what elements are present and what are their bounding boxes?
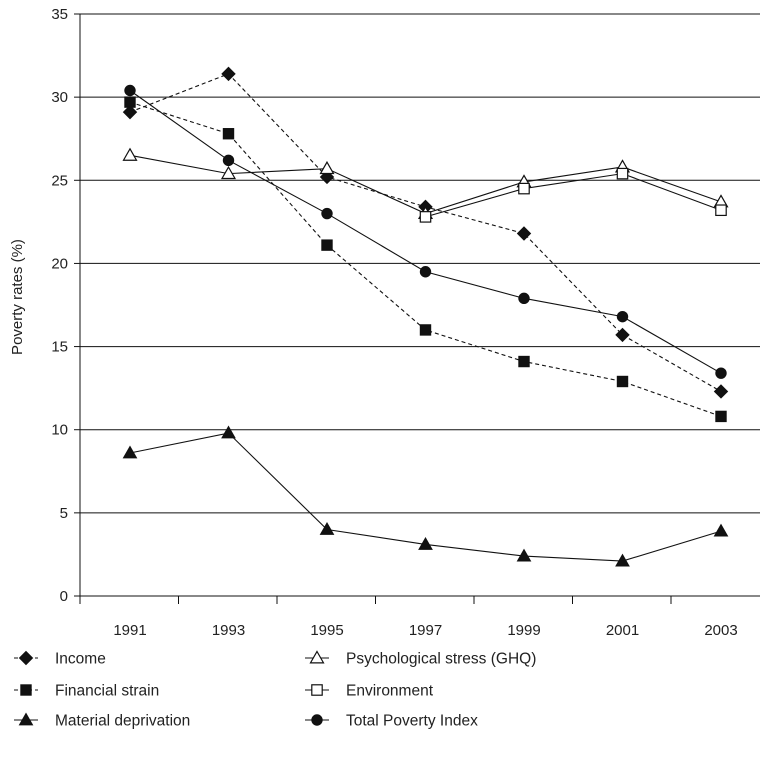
- data-point-financial-strain-1995: [322, 240, 332, 250]
- legend: Income Financial strain Material deprivati…: [14, 651, 536, 730]
- data-point-financial-strain-2001: [617, 376, 627, 386]
- data-point-income-1999: [518, 227, 531, 240]
- y-axis-title: Poverty rates (%): [9, 239, 26, 355]
- legend-label: Financial strain: [55, 683, 159, 700]
- y-tick-label: 25: [51, 172, 68, 189]
- data-point-financial-strain-1997: [420, 325, 430, 335]
- series-financial-strain: [125, 97, 726, 422]
- series-line-financial-strain: [130, 102, 721, 416]
- data-point-financial-strain-1999: [519, 356, 529, 366]
- legend-marker: [312, 685, 322, 695]
- legend-marker: [21, 685, 31, 695]
- data-point-total-poverty-index-1999: [519, 293, 529, 303]
- legend-marker: [311, 652, 324, 663]
- data-point-total-poverty-index-1993: [223, 155, 233, 165]
- legend-item-material-deprivation: Material deprivation: [14, 713, 190, 730]
- legend-label: Material deprivation: [55, 713, 190, 730]
- x-tick-label-1997: 1997: [409, 622, 442, 639]
- y-tick-label: 5: [60, 505, 68, 522]
- y-tick-label: 30: [51, 89, 68, 106]
- x-tick-label-1999: 1999: [507, 622, 540, 639]
- legend-label: Environment: [346, 683, 434, 700]
- gridlines: [80, 14, 760, 513]
- legend-marker: [312, 715, 322, 725]
- legend-item-psychological-stress-ghq: Psychological stress (GHQ): [305, 651, 536, 668]
- legend-marker: [20, 714, 33, 725]
- data-point-environment-1997: [420, 212, 430, 222]
- legend-item-income: Income: [14, 651, 106, 668]
- data-point-psychological-stress-ghq-1991: [124, 149, 137, 160]
- y-tick-label: 10: [51, 422, 68, 439]
- y-tick-label: 35: [51, 6, 68, 23]
- x-tick-label-2001: 2001: [606, 622, 639, 639]
- data-point-total-poverty-index-2001: [617, 311, 627, 321]
- data-point-material-deprivation-1993: [222, 427, 235, 438]
- x-tick-label-1995: 1995: [310, 622, 343, 639]
- data-point-total-poverty-index-2003: [716, 368, 726, 378]
- data-point-environment-2001: [617, 168, 627, 178]
- data-point-total-poverty-index-1991: [125, 85, 135, 95]
- y-tick-label: 20: [51, 255, 68, 272]
- y-tick-label: 0: [60, 588, 68, 605]
- data-point-total-poverty-index-1995: [322, 208, 332, 218]
- series: [124, 67, 728, 566]
- y-tick-label: 15: [51, 339, 68, 356]
- x-tick-label-1991: 1991: [113, 622, 146, 639]
- legend-label: Income: [55, 651, 106, 668]
- data-point-total-poverty-index-1997: [420, 267, 430, 277]
- data-point-income-2003: [715, 385, 728, 398]
- series-psychological-stress-ghq: [124, 149, 728, 219]
- legend-item-financial-strain: Financial strain: [14, 683, 159, 700]
- data-point-financial-strain-1993: [223, 129, 233, 139]
- legend-label: Psychological stress (GHQ): [346, 651, 536, 668]
- series-line-income: [130, 74, 721, 392]
- data-point-financial-strain-1991: [125, 97, 135, 107]
- legend-item-environment: Environment: [305, 683, 434, 700]
- data-point-environment-2003: [716, 205, 726, 215]
- axes: Poverty rates (%) 0 5 10 15 20 25 30 35 1991 1993…: [9, 6, 760, 639]
- data-point-financial-strain-2003: [716, 411, 726, 421]
- data-point-psychological-stress-ghq-1995: [321, 162, 334, 173]
- data-point-environment-1999: [519, 183, 529, 193]
- legend-item-total-poverty-index: Total Poverty Index: [305, 713, 478, 730]
- series-material-deprivation: [124, 427, 728, 566]
- data-point-material-deprivation-2003: [715, 525, 728, 536]
- legend-label: Total Poverty Index: [346, 713, 478, 730]
- series-income: [124, 67, 728, 398]
- x-tick-label-1993: 1993: [212, 622, 245, 639]
- legend-marker: [20, 652, 33, 665]
- x-tick-label-2003: 2003: [704, 622, 737, 639]
- series-environment: [420, 168, 726, 222]
